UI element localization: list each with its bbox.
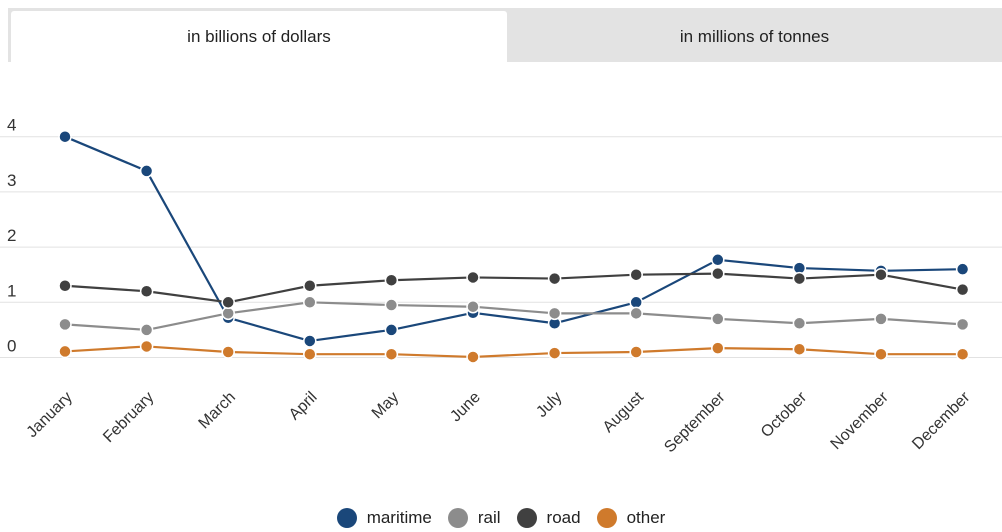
y-tick-label: 4 [7, 116, 16, 135]
data-point[interactable] [955, 262, 970, 276]
series-lines [58, 129, 970, 364]
x-tick-label: October [758, 388, 811, 441]
data-point[interactable] [629, 306, 643, 321]
data-point[interactable] [547, 271, 562, 286]
data-point[interactable] [221, 295, 235, 310]
data-point[interactable] [221, 306, 235, 321]
x-tick-label: February [100, 389, 157, 446]
data-point[interactable] [874, 312, 888, 326]
data-point[interactable] [466, 270, 480, 285]
data-point[interactable] [139, 164, 154, 178]
data-point[interactable] [874, 347, 888, 361]
data-point[interactable] [384, 323, 399, 337]
legend-swatch-icon [516, 508, 537, 528]
x-tick-label: November [828, 388, 893, 453]
data-point[interactable] [711, 341, 725, 355]
legend-item-rail[interactable]: rail [447, 508, 501, 528]
data-point[interactable] [466, 299, 480, 314]
data-point[interactable] [303, 334, 317, 348]
data-point[interactable] [384, 273, 399, 287]
legend-label: other [626, 508, 666, 527]
line-chart: 0 1 2 3 4 January February March April May June Ju… [0, 116, 1002, 456]
x-tick-label: September [661, 388, 729, 456]
legend-swatch-icon [596, 508, 617, 528]
tab-millions-of-tonnes[interactable]: in millions of tonnes [507, 11, 1002, 62]
tab-billions-of-dollars[interactable]: in billions of dollars [11, 11, 507, 62]
series-maritime [58, 129, 970, 348]
unit-tabs: in billions of dollars in millions of to… [8, 8, 1002, 62]
data-point[interactable] [303, 347, 317, 361]
data-point[interactable] [874, 267, 888, 282]
data-point[interactable] [547, 306, 562, 321]
data-point[interactable] [711, 312, 725, 326]
data-point[interactable] [955, 317, 970, 332]
data-point[interactable] [629, 295, 643, 310]
data-point[interactable] [303, 295, 317, 310]
gridlines [0, 136, 1002, 358]
data-point[interactable] [792, 342, 807, 356]
data-point[interactable] [384, 298, 399, 312]
data-point[interactable] [58, 317, 72, 332]
y-tick-label: 0 [7, 337, 16, 356]
series-road [58, 266, 970, 310]
data-point[interactable] [58, 344, 72, 359]
data-point[interactable] [629, 345, 643, 359]
legend-label: road [546, 508, 581, 527]
legend-item-maritime[interactable]: maritime [336, 508, 432, 528]
legend-swatch-icon [336, 508, 357, 528]
legend-label: maritime [366, 508, 432, 527]
data-point[interactable] [58, 278, 72, 293]
x-tick-label: December [909, 388, 974, 453]
data-point[interactable] [139, 323, 154, 337]
legend-label: rail [477, 508, 501, 527]
data-point[interactable] [303, 278, 317, 293]
data-point[interactable] [629, 267, 643, 282]
data-point[interactable] [792, 271, 807, 286]
data-point[interactable] [466, 350, 480, 364]
x-tick-label: May [369, 389, 402, 422]
series-line [64, 301, 963, 331]
x-tick-label: January [24, 389, 76, 441]
legend-swatch-icon [447, 508, 468, 528]
y-tick-label: 2 [7, 226, 16, 245]
data-point[interactable] [792, 316, 807, 331]
x-axis-labels: January February March April May June July Augu… [24, 388, 974, 456]
data-point[interactable] [58, 129, 72, 144]
series-rail [58, 295, 970, 337]
series-other [58, 339, 970, 364]
x-tick-label: April [286, 389, 321, 424]
data-point[interactable] [221, 345, 235, 359]
x-tick-label: August [600, 388, 648, 436]
series-line [64, 345, 963, 359]
y-tick-label: 3 [7, 171, 16, 190]
series-line [64, 135, 963, 343]
y-tick-label: 1 [7, 281, 16, 300]
legend-item-other[interactable]: other [596, 508, 666, 528]
y-axis-labels: 0 1 2 3 4 [7, 116, 16, 356]
x-tick-label: June [447, 389, 484, 426]
data-point[interactable] [139, 339, 154, 354]
x-tick-label: July [533, 389, 565, 421]
data-point[interactable] [139, 284, 154, 299]
legend: maritime rail road other [0, 505, 1002, 531]
data-point[interactable] [711, 266, 725, 281]
x-tick-label: March [196, 389, 239, 432]
data-point[interactable] [955, 347, 970, 361]
data-point[interactable] [384, 347, 399, 361]
data-point[interactable] [955, 282, 970, 297]
series-line [64, 272, 963, 304]
legend-item-road[interactable]: road [516, 508, 581, 528]
data-point[interactable] [711, 253, 725, 267]
data-point[interactable] [547, 346, 562, 360]
